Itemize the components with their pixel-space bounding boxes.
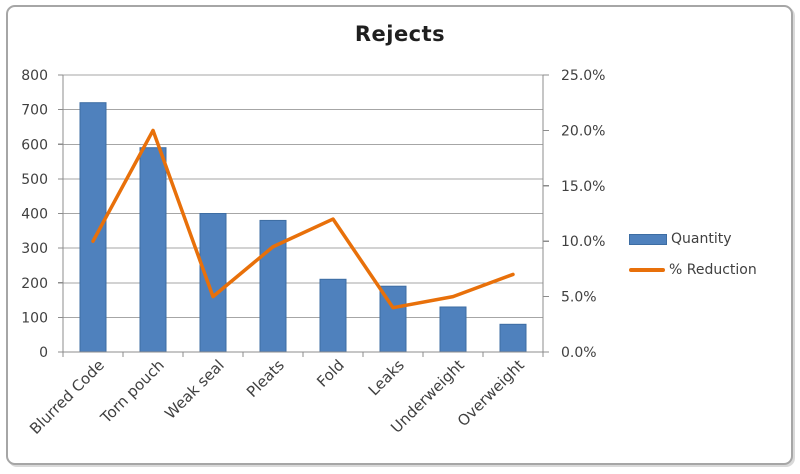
- category-label-blurred-code: Blurred Code: [26, 356, 108, 438]
- percent-reduction-line: [91, 128, 515, 310]
- category-label-fold: Fold: [313, 356, 348, 391]
- left-axis-tick-label: 0: [39, 345, 48, 361]
- right-axis-tick-label: 15.0%: [561, 179, 605, 195]
- left-axis-tick-label: 400: [21, 207, 48, 223]
- left-axis-tick-label: 300: [21, 241, 48, 257]
- quantity-bar-swatch-icon: [629, 233, 667, 245]
- category-label-weak-seal: Weak seal: [161, 356, 228, 423]
- bar-underweight: [439, 306, 467, 353]
- legend-label-quantity: Quantity: [671, 231, 732, 247]
- bar-torn-pouch: [139, 147, 167, 353]
- left-axis-tick-label: 100: [21, 310, 48, 326]
- left-axis-tick-label: 500: [21, 172, 48, 188]
- right-axis-tick-label: 25.0%: [561, 68, 605, 84]
- chart-title: Rejects: [354, 22, 446, 46]
- left-axis-tick-label: 200: [21, 276, 48, 292]
- legend-item-quantity: Quantity: [629, 231, 789, 247]
- left-axis-tick-label: 800: [21, 68, 48, 84]
- left-axis-tick-label: 700: [21, 103, 48, 119]
- percent-reduction-line-swatch-icon: [629, 268, 665, 272]
- bar-fold: [319, 278, 347, 353]
- bar-pleats: [259, 219, 287, 353]
- legend-label-percent-reduction: % Reduction: [669, 262, 757, 278]
- left-axis-tick-label: 600: [21, 137, 48, 153]
- category-label-leaks: Leaks: [365, 356, 408, 399]
- category-label-pleats: Pleats: [243, 356, 288, 401]
- right-axis-tick-label: 0.0%: [561, 345, 597, 361]
- right-axis-tick-label: 20.0%: [561, 123, 605, 139]
- legend: Quantity % Reduction: [629, 231, 789, 293]
- legend-item-percent-reduction: % Reduction: [629, 262, 789, 278]
- category-label-torn-pouch: Torn pouch: [96, 356, 167, 427]
- right-axis-tick-label: 10.0%: [561, 234, 605, 250]
- bar-weak-seal: [199, 213, 227, 353]
- bar-overweight: [499, 323, 527, 353]
- right-axis-tick-label: 5.0%: [561, 290, 597, 306]
